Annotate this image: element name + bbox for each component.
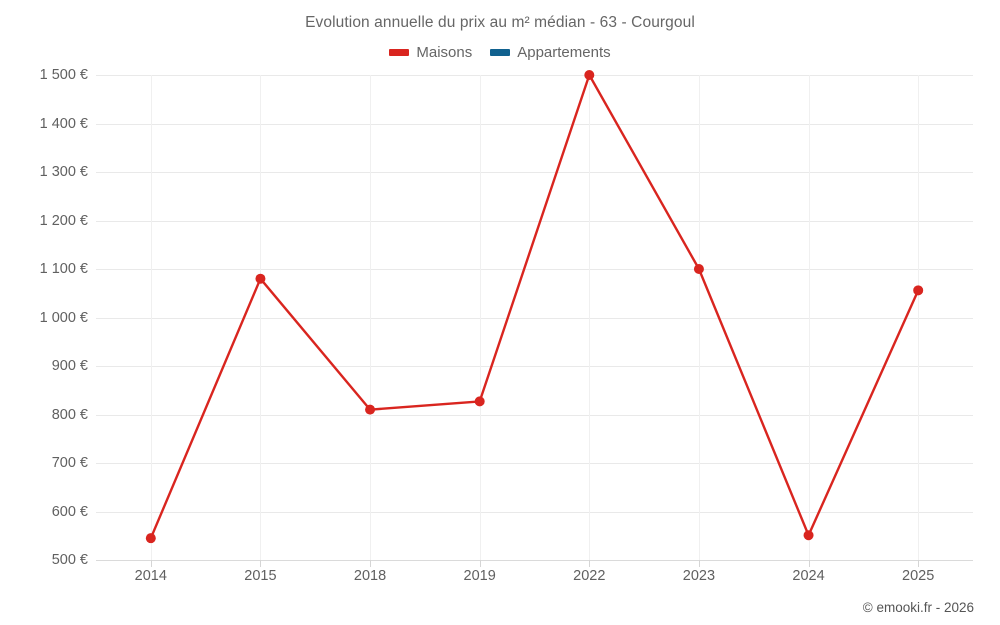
x-axis-tick-mark <box>808 560 810 567</box>
x-axis-tick-mark <box>589 560 591 567</box>
y-axis-tick-label: 800 € <box>51 406 88 423</box>
gridline-vertical <box>260 75 262 560</box>
chart-title: Evolution annuelle du prix au m² médian … <box>305 14 695 31</box>
gridline-horizontal <box>96 366 973 367</box>
legend-color-swatch-appartements <box>490 49 511 56</box>
data-point-marker[interactable] <box>913 285 924 296</box>
x-axis-tick-label: 2024 <box>792 568 825 584</box>
gridline-vertical <box>918 75 920 560</box>
y-axis-tick-label: 1 300 € <box>39 164 88 180</box>
chart-legend: Maisons Appartements <box>0 44 1000 61</box>
x-axis-tick-mark <box>260 560 262 567</box>
gridline-horizontal <box>96 317 973 319</box>
data-point-marker[interactable] <box>803 530 814 541</box>
gridline-vertical <box>479 75 481 560</box>
y-axis-labels: 500 € 600 € 700 € 800 € 900 € 1 000 € 1 100 € 1… <box>0 0 88 625</box>
x-axis-tick-mark <box>479 560 481 567</box>
y-axis-tick-label: 1 400 € <box>39 115 88 132</box>
x-axis-tick-mark <box>698 560 700 567</box>
gridline-horizontal <box>96 123 973 125</box>
gridline-horizontal <box>96 75 973 76</box>
y-axis-tick-label: 1 100 € <box>39 261 88 277</box>
x-axis-tick-label: 2015 <box>244 568 277 584</box>
data-point-marker[interactable] <box>255 273 266 284</box>
data-point-marker[interactable] <box>145 533 156 544</box>
x-axis-tick-mark <box>918 560 920 567</box>
x-axis-tick-label: 2018 <box>353 568 387 584</box>
y-axis-tick-label: 1 500 € <box>39 67 88 83</box>
x-axis-tick-label: 2014 <box>134 568 167 584</box>
legend-color-swatch-maisons <box>389 49 410 56</box>
data-point-marker[interactable] <box>693 264 704 274</box>
x-axis-tick-mark <box>370 560 372 567</box>
data-point-marker[interactable] <box>365 404 376 415</box>
data-point-marker[interactable] <box>474 396 485 407</box>
y-axis-tick-label: 700 € <box>51 455 88 471</box>
gridline-vertical <box>808 75 810 560</box>
y-axis-tick-label: 1 200 € <box>39 212 88 229</box>
gridline-vertical <box>698 75 700 560</box>
y-axis-tick-label: 1 000 € <box>39 309 88 326</box>
x-axis-tick-mark <box>150 560 152 567</box>
gridline-horizontal <box>96 269 973 270</box>
legend-item-appartements[interactable]: Appartements <box>490 44 611 61</box>
gridline-horizontal <box>96 172 973 173</box>
x-axis-tick-label: 2025 <box>902 568 935 584</box>
gridline-vertical <box>150 75 152 560</box>
y-axis-tick-label: 500 € <box>51 552 88 568</box>
legend-label-maisons: Maisons <box>416 44 473 61</box>
x-axis-tick-label: 2023 <box>682 568 716 584</box>
credit-text: © emooki.fr - 2026 <box>862 600 974 615</box>
gridline-vertical <box>589 75 591 560</box>
x-axis-line <box>96 560 973 561</box>
gridline-horizontal <box>96 414 973 416</box>
legend-item-maisons[interactable]: Maisons <box>389 44 472 61</box>
data-point-marker[interactable] <box>584 70 595 80</box>
gridline-vertical <box>370 75 372 560</box>
y-axis-tick-label: 900 € <box>51 358 88 374</box>
gridline-horizontal <box>96 220 973 222</box>
x-axis-tick-label: 2019 <box>463 568 496 584</box>
series-line-maisons <box>149 73 920 540</box>
gridline-horizontal <box>96 511 973 513</box>
x-axis-tick-label: 2022 <box>573 568 606 584</box>
legend-label-appartements: Appartements <box>517 44 611 61</box>
y-axis-tick-label: 600 € <box>51 503 88 520</box>
gridline-horizontal <box>96 463 973 464</box>
